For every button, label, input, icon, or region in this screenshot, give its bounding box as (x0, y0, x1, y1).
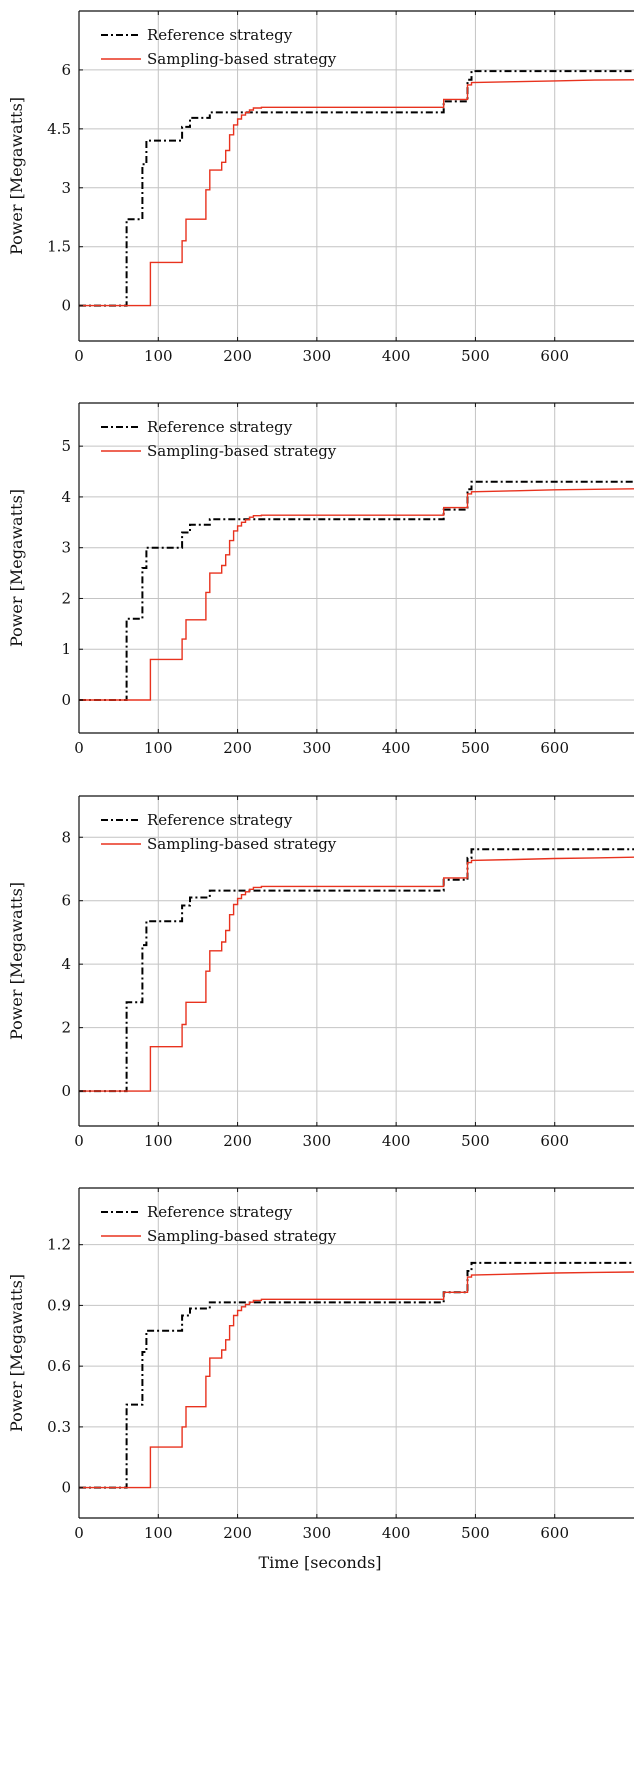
y-tick-label: 4 (61, 955, 71, 973)
series-line-sampling (79, 1271, 634, 1489)
legend-label: Sampling-based strategy (147, 835, 337, 853)
x-tick-label: 0 (74, 347, 84, 365)
x-tick-label: 100 (144, 1524, 173, 1542)
y-tick-label: 3 (61, 179, 71, 197)
series-line-reference (79, 1261, 634, 1489)
y-tick-label: 0 (61, 691, 71, 709)
x-tick-label: 600 (540, 1524, 569, 1542)
x-tick-label: 0 (74, 1524, 84, 1542)
x-tick-label: 100 (144, 347, 173, 365)
y-tick-label: 8 (61, 828, 71, 846)
y-tick-label: 1.2 (47, 1236, 71, 1254)
series-line-sampling (79, 488, 634, 701)
x-tick-label: 200 (223, 739, 252, 757)
x-tick-label: 600 (540, 347, 569, 365)
legend: Reference strategy Sampling-based strateg… (101, 26, 337, 68)
x-tick-label: 400 (382, 1524, 411, 1542)
y-tick-label: 3 (61, 539, 71, 557)
x-axis-label: Time [seconds] (258, 1553, 381, 1572)
y-tick-label: 1 (61, 640, 71, 658)
y-tick-label: 6 (61, 892, 71, 910)
y-axis-label: Power [Megawatts] (7, 489, 26, 647)
y-tick-label: 2 (61, 589, 71, 607)
x-tick-label: 600 (540, 1132, 569, 1150)
x-tick-label: 500 (461, 1132, 490, 1150)
chart-panel-2: 0 100 200 300 400 500 600 0 1 2 3 4 5 Power [Megawatt… (7, 402, 634, 757)
x-tick-label: 400 (382, 1132, 411, 1150)
x-tick-label: 500 (461, 1524, 490, 1542)
legend: Reference strategy Sampling-based strateg… (101, 811, 337, 853)
x-tick-label: 400 (382, 347, 411, 365)
y-axis-label: Power [Megawatts] (7, 97, 26, 255)
series-line-sampling (79, 856, 634, 1092)
x-tick-label: 500 (461, 347, 490, 365)
series-line-reference (79, 848, 634, 1093)
legend-label: Sampling-based strategy (147, 1227, 337, 1245)
y-tick-label: 5 (61, 437, 71, 455)
series-line-sampling (79, 79, 634, 307)
x-tick-label: 100 (144, 739, 173, 757)
y-tick-label: 0.6 (47, 1357, 71, 1375)
y-tick-label: 4.5 (47, 120, 71, 138)
y-tick-label: 0.3 (47, 1418, 71, 1436)
chart-panel-4: 0 100 200 300 400 500 600 0 0.3 0.6 0.9 1.2 Power [M… (7, 1187, 634, 1572)
y-axis-label: Power [Megawatts] (7, 1274, 26, 1432)
y-tick-label: 6 (61, 61, 71, 79)
x-tick-label: 200 (223, 347, 252, 365)
x-tick-label: 300 (303, 1524, 332, 1542)
chart-panel-1: 0 100 200 300 400 500 600 0 1.5 3 4.5 6 Power [Megaw… (7, 10, 634, 365)
x-tick-label: 200 (223, 1132, 252, 1150)
legend-label: Reference strategy (147, 1203, 293, 1221)
x-tick-label: 300 (303, 1132, 332, 1150)
legend: Reference strategy Sampling-based strateg… (101, 418, 337, 460)
series-line-reference (79, 70, 634, 307)
series-line-reference (79, 480, 634, 701)
y-tick-label: 4 (61, 488, 71, 506)
y-tick-label: 0.9 (47, 1296, 71, 1314)
legend-label: Reference strategy (147, 418, 293, 436)
x-tick-label: 100 (144, 1132, 173, 1150)
y-tick-label: 0 (61, 1479, 71, 1497)
legend-label: Reference strategy (147, 26, 293, 44)
legend-label: Sampling-based strategy (147, 442, 337, 460)
legend-label: Sampling-based strategy (147, 50, 337, 68)
legend-label: Reference strategy (147, 811, 293, 829)
y-tick-label: 0 (61, 1082, 71, 1100)
y-tick-label: 1.5 (47, 238, 71, 256)
x-tick-label: 400 (382, 739, 411, 757)
y-tick-label: 2 (61, 1019, 71, 1037)
legend: Reference strategy Sampling-based strateg… (101, 1203, 337, 1245)
x-tick-label: 500 (461, 739, 490, 757)
x-tick-label: 0 (74, 1132, 84, 1150)
chart-panel-3: 0 100 200 300 400 500 600 0 2 4 6 8 Power [Megawatts… (7, 795, 634, 1150)
y-tick-label: 0 (61, 297, 71, 315)
x-tick-label: 200 (223, 1524, 252, 1542)
y-axis-label: Power [Megawatts] (7, 882, 26, 1040)
x-tick-label: 300 (303, 739, 332, 757)
x-tick-label: 0 (74, 739, 84, 757)
x-tick-label: 600 (540, 739, 569, 757)
x-tick-label: 300 (303, 347, 332, 365)
